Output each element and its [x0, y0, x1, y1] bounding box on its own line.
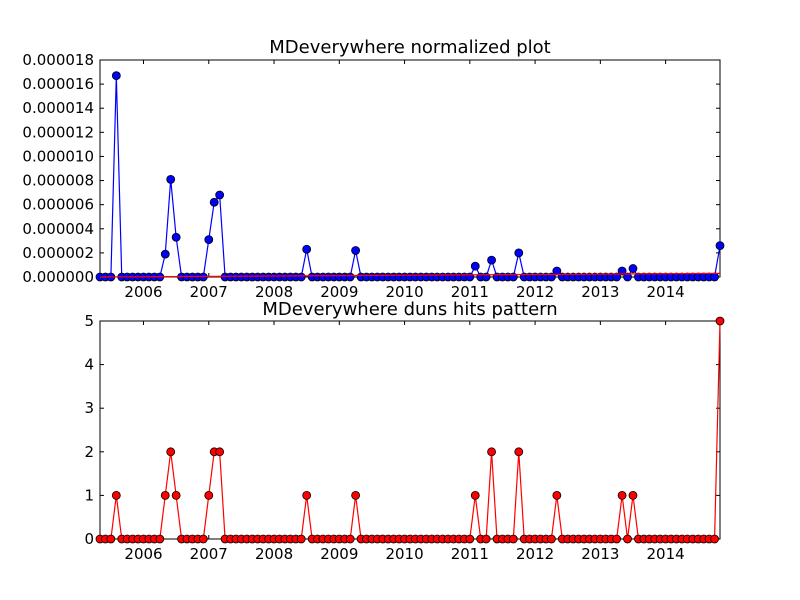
data-point — [628, 264, 638, 273]
data-point — [715, 316, 725, 326]
data-point — [215, 190, 225, 200]
data-point — [617, 266, 627, 276]
data-point — [508, 534, 518, 544]
data-point — [204, 235, 214, 245]
data-point — [160, 490, 170, 500]
data-point — [465, 534, 475, 544]
data-point — [623, 534, 632, 544]
x-tick-label: 2010 — [385, 283, 423, 301]
x-tick-label: 2008 — [255, 283, 293, 301]
data-point — [612, 534, 622, 544]
data-point — [209, 197, 219, 207]
x-tick-label: 2006 — [124, 283, 162, 301]
data-point — [106, 534, 116, 544]
data-point — [552, 266, 562, 276]
y-tick-label: 5 — [84, 312, 94, 330]
y-tick-label: 0.000018 — [22, 51, 94, 69]
y-tick-label: 0.000002 — [22, 244, 94, 262]
chart-panel-2: MDeverywhere duns hits pattern 0 1 2 3 4 5 2006… — [84, 299, 725, 563]
data-point — [296, 272, 306, 282]
x-tick-label: 2014 — [647, 545, 685, 563]
data-point — [198, 534, 208, 544]
x-tick-label: 2008 — [255, 545, 293, 563]
data-point — [111, 71, 121, 81]
data-point — [351, 490, 361, 500]
data-point — [166, 174, 176, 184]
y-tick-label: 0.000010 — [22, 147, 94, 165]
data-point — [552, 490, 562, 500]
data-point — [345, 272, 355, 282]
data-point — [166, 447, 176, 457]
data-point — [470, 261, 480, 271]
x-tick-label: 2007 — [190, 283, 228, 301]
x-tick-label: 2011 — [451, 283, 489, 301]
data-point — [547, 272, 556, 282]
data-point — [351, 246, 361, 255]
data-point — [628, 490, 638, 500]
data-point — [710, 534, 719, 544]
data-point — [487, 447, 496, 457]
y-tick-label: 1 — [84, 486, 94, 504]
data-point — [296, 534, 306, 544]
x-tick-label: 2009 — [320, 283, 358, 301]
y-tick-label: 0.000014 — [22, 99, 94, 117]
data-point — [465, 272, 475, 282]
y-tick-label: 0.000016 — [22, 75, 94, 93]
data-point — [302, 244, 312, 254]
data-point — [302, 490, 312, 500]
x-tick-label: 2013 — [581, 545, 619, 563]
data-point — [547, 534, 556, 544]
x-tick-label: 2012 — [516, 545, 554, 563]
data-point — [345, 534, 355, 544]
y-tick-label: 0 — [84, 530, 94, 548]
x-tick-label: 2007 — [190, 545, 228, 563]
data-point — [155, 534, 165, 544]
series-line-2 — [99, 272, 721, 278]
plot-frame — [99, 59, 721, 278]
chart-title: MDeverywhere normalized plot — [269, 37, 551, 58]
data-point — [470, 490, 480, 500]
y-tick-label: 0.000004 — [22, 220, 94, 238]
y-tick-label: 0.000006 — [22, 196, 94, 214]
data-point — [215, 447, 225, 457]
data-point — [481, 534, 491, 544]
x-tick-label: 2014 — [647, 283, 685, 301]
x-tick-label: 2006 — [124, 545, 162, 563]
y-tick-label: 4 — [84, 356, 94, 374]
x-tick-label: 2013 — [581, 283, 619, 301]
y-tick-label: 0.000012 — [22, 123, 94, 141]
x-tick-label: 2009 — [320, 545, 358, 563]
x-tick-label: 2011 — [451, 545, 489, 563]
data-point — [111, 490, 121, 500]
data-point — [710, 272, 719, 282]
chart-panel-1: MDeverywhere normalized plot 0.000000 0.00… — [22, 37, 725, 301]
data-point — [612, 272, 622, 282]
data-point — [487, 255, 496, 265]
x-tick-label: 2010 — [385, 545, 423, 563]
data-point — [623, 272, 632, 282]
y-tick-label: 3 — [84, 399, 94, 417]
data-point — [514, 447, 524, 457]
data-point — [204, 490, 214, 500]
x-tick-label: 2012 — [516, 283, 554, 301]
y-tick-label: 2 — [84, 443, 94, 461]
data-point — [171, 232, 181, 242]
data-point — [160, 249, 170, 259]
chart-title: MDeverywhere duns hits pattern — [262, 299, 557, 320]
plot-frame — [99, 320, 721, 540]
data-point — [617, 490, 627, 500]
y-tick-label: 0.000000 — [22, 268, 94, 286]
data-point — [715, 241, 725, 251]
y-tick-label: 0.000008 — [22, 172, 94, 190]
data-point — [171, 490, 181, 500]
data-point — [514, 248, 524, 258]
